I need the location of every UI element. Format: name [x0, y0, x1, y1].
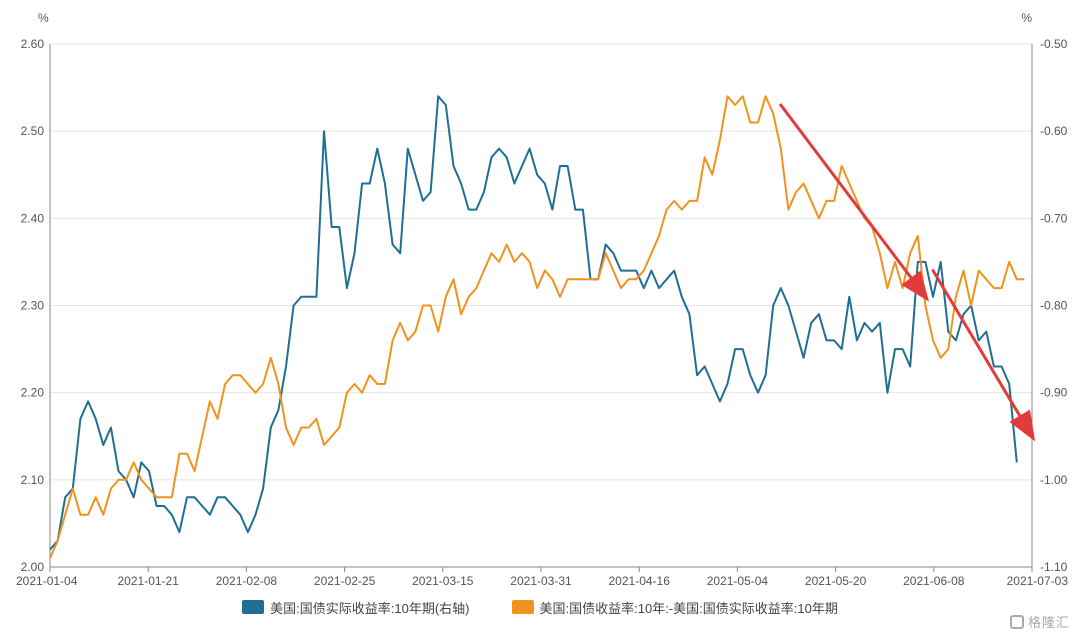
legend-label-breakeven: 美国:国债收益率:10年:-美国:国债实际收益率:10年期	[539, 600, 838, 616]
legend-swatch-real-yield	[242, 600, 265, 614]
watermark-logo-icon	[1009, 614, 1024, 629]
x-tick-label: 2021-03-31	[510, 574, 572, 588]
x-tick-label: 2021-06-08	[903, 574, 965, 588]
right-tick-label: -0.50	[1040, 37, 1068, 51]
right-tick-label: -0.60	[1040, 124, 1068, 138]
right-tick-label: -0.90	[1040, 386, 1068, 400]
x-tick-label: 2021-07-03	[1007, 574, 1069, 588]
legend: 美国:国债实际收益率:10年期(右轴) 美国:国债收益率:10年:-美国:国债实…	[0, 592, 1080, 622]
gridlines	[50, 43, 1032, 481]
right-tick-label: -1.10	[1040, 560, 1068, 574]
x-tick-label: 2021-04-16	[609, 574, 671, 588]
legend-item-real-yield: 美国:国债实际收益率:10年期(右轴)	[242, 598, 470, 617]
right-axis-unit: %	[1021, 11, 1032, 25]
left-tick-label: 2.60	[21, 37, 45, 51]
x-tick-label: 2021-01-21	[118, 574, 180, 588]
legend-label-real-yield: 美国:国债实际收益率:10年期(右轴)	[270, 600, 470, 616]
trend-arrow-0	[779, 103, 930, 302]
x-tick-label: 2021-02-25	[314, 574, 376, 588]
left-axis-unit: %	[38, 11, 49, 25]
right-tick-label: -1.00	[1040, 473, 1068, 487]
trend-arrow-1	[931, 269, 1036, 442]
series-line-1	[49, 95, 1025, 559]
watermark-text: 格隆汇	[1027, 615, 1070, 630]
right-tick-label: -0.70	[1040, 211, 1068, 225]
series-lines	[49, 95, 1025, 559]
left-tick-label: 2.40	[21, 211, 45, 225]
legend-swatch-breakeven	[511, 600, 534, 614]
x-tick-label: 2021-05-20	[805, 574, 867, 588]
x-tick-label: 2021-01-04	[16, 574, 78, 588]
left-tick-label: 2.50	[21, 124, 45, 138]
left-tick-label: 2.30	[21, 299, 45, 313]
x-tick-label: 2021-02-08	[216, 574, 278, 588]
line-chart: % % 2.00 -1.10 2.10 -1.00 2.20 -0.90 2.30 -0.80…	[16, 11, 1068, 588]
legend-item-breakeven: 美国:国债收益率:10年:-美国:国债实际收益率:10年期	[511, 598, 838, 617]
left-tick-label: 2.00	[21, 560, 45, 574]
right-tick-label: -0.80	[1040, 299, 1068, 313]
x-tick-label: 2021-05-04	[707, 574, 769, 588]
axes: % % 2.00 -1.10 2.10 -1.00 2.20 -0.90 2.30 -0.80…	[16, 11, 1068, 588]
x-tick-label: 2021-03-15	[412, 574, 474, 588]
left-tick-label: 2.10	[21, 473, 45, 487]
series-line-0	[49, 95, 1018, 551]
trend-arrows	[779, 103, 1036, 442]
left-tick-label: 2.20	[21, 386, 45, 400]
watermark: 格隆汇	[1009, 612, 1070, 631]
